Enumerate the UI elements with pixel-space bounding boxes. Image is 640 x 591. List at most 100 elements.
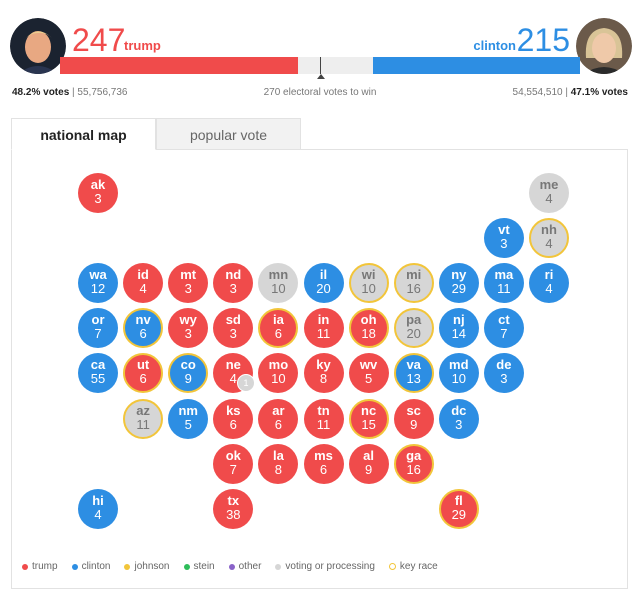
map-panel [11, 149, 628, 589]
legend-swatch [71, 563, 78, 570]
legend-swatch [388, 563, 396, 570]
state-nc[interactable]: nc 15 [348, 398, 389, 439]
clinton-popular-count: 54,554,510 [512, 87, 563, 98]
trump-popular-count: 55,756,736 [77, 87, 128, 98]
state-nd[interactable]: nd 3 [213, 263, 254, 304]
state-wi[interactable]: wi 10 [348, 263, 389, 304]
tab-popular-vote[interactable]: popular vote [156, 118, 301, 150]
state-electoral-votes: 10 [271, 281, 286, 297]
clinton-electoral-votes: 215 [516, 22, 570, 58]
state-code: nv [135, 312, 151, 328]
state-electoral-votes: 5 [184, 416, 192, 432]
state-code: vt [498, 222, 510, 238]
ne-district-badge[interactable]: 1 [237, 374, 255, 392]
trump-popular-vote: 48.2% votes | 55,756,736 [12, 87, 128, 98]
state-electoral-votes: 7 [500, 326, 508, 342]
state-oh[interactable]: oh 18 [348, 308, 389, 349]
tab-national-map[interactable]: national map [11, 118, 156, 150]
state-al[interactable]: al 9 [348, 443, 389, 484]
state-electoral-votes: 6 [319, 461, 328, 477]
state-electoral-votes: 4 [545, 281, 553, 297]
state-electoral-votes: 7 [229, 461, 237, 477]
state-sc[interactable]: sc 9 [393, 398, 434, 439]
state-nm[interactable]: nm 5 [168, 398, 209, 439]
state-ar[interactable]: ar 6 [258, 398, 299, 439]
state-ia[interactable]: ia 6 [258, 308, 299, 349]
state-code: ky [316, 357, 331, 373]
state-ak[interactable]: ak 3 [78, 173, 118, 213]
trump-vote-pct: 48.2% votes [12, 87, 70, 98]
state-wv[interactable]: wv 5 [348, 353, 389, 394]
state-de[interactable]: de 3 [483, 353, 524, 394]
state-nv[interactable]: nv 6 [123, 308, 164, 349]
state-sd[interactable]: sd 3 [213, 308, 254, 349]
state-ky[interactable]: ky 8 [303, 353, 344, 394]
state-code: ut [136, 357, 150, 373]
legend-item: clinton [71, 561, 110, 572]
win-threshold-arrow [317, 74, 325, 79]
state-ms[interactable]: ms 6 [303, 443, 344, 484]
state-wa[interactable]: wa 12 [78, 263, 118, 304]
state-mt[interactable]: mt 3 [168, 263, 209, 304]
state-mo[interactable]: mo 10 [258, 353, 299, 394]
state-ct[interactable]: ct 7 [483, 308, 524, 349]
state-ut[interactable]: ut 6 [123, 353, 164, 394]
state-code: ne [225, 357, 241, 373]
state-code: mt [180, 267, 197, 283]
state-tn[interactable]: tn 11 [303, 398, 344, 439]
state-code: mo [268, 357, 289, 373]
state-il[interactable]: il 20 [303, 263, 344, 304]
state-la[interactable]: la 8 [258, 443, 299, 484]
legend-label: stein [193, 561, 215, 572]
state-code: mn [268, 267, 289, 283]
state-electoral-votes: 3 [455, 416, 463, 432]
state-code: co [180, 357, 196, 373]
state-ga[interactable]: ga 16 [393, 443, 434, 484]
state-az[interactable]: az 11 [123, 398, 164, 439]
state-mi[interactable]: mi 16 [393, 263, 434, 304]
state-dc[interactable]: dc 3 [438, 398, 479, 439]
state-pa[interactable]: pa 20 [393, 308, 434, 349]
state-hi[interactable]: hi 4 [78, 488, 118, 529]
state-nh[interactable]: nh 4 [529, 218, 569, 259]
state-electoral-votes: 4 [139, 281, 147, 297]
state-in[interactable]: in 11 [303, 308, 344, 349]
state-va[interactable]: va 13 [393, 353, 434, 394]
state-nj[interactable]: nj 14 [438, 308, 479, 349]
legend-swatch [22, 563, 28, 570]
state-co[interactable]: co 9 [168, 353, 209, 394]
state-ny[interactable]: ny 29 [438, 263, 479, 304]
state-electoral-votes: 10 [451, 371, 467, 387]
state-tx[interactable]: tx 38 [213, 488, 254, 529]
state-or[interactable]: or 7 [78, 308, 118, 349]
state-ne[interactable]: ne 4 [213, 353, 254, 394]
state-electoral-votes: 5 [364, 371, 373, 387]
state-md[interactable]: md 10 [438, 353, 479, 394]
state-me[interactable]: me 4 [529, 173, 569, 213]
state-electoral-votes: 14 [451, 326, 467, 342]
state-ks[interactable]: ks 6 [213, 398, 254, 439]
trump-name: trump [124, 38, 161, 53]
state-vt[interactable]: vt 3 [483, 218, 524, 259]
state-ok[interactable]: ok 7 [213, 443, 254, 484]
legend-item: stein [183, 561, 215, 572]
state-code: oh [360, 312, 377, 328]
state-code: in [317, 312, 330, 328]
legend-item: other [228, 561, 261, 572]
state-fl[interactable]: fl 29 [438, 488, 479, 529]
state-mn[interactable]: mn 10 [258, 263, 299, 304]
legend-label: trump [32, 561, 58, 572]
state-ma[interactable]: ma 11 [483, 263, 524, 304]
state-electoral-votes: 11 [136, 416, 150, 432]
clinton-popular-vote: 54,554,510 | 47.1% votes [512, 87, 628, 98]
state-ri[interactable]: ri 4 [529, 263, 569, 304]
state-electoral-votes: 8 [319, 371, 328, 387]
state-id[interactable]: id 4 [123, 263, 164, 304]
state-code: wv [359, 357, 378, 373]
state-electoral-votes: 4 [229, 371, 237, 387]
state-code: nd [225, 267, 242, 283]
state-ca[interactable]: ca 55 [78, 353, 118, 394]
state-code: ga [406, 447, 422, 463]
state-wy[interactable]: wy 3 [168, 308, 209, 349]
state-electoral-votes: 3 [500, 371, 508, 387]
